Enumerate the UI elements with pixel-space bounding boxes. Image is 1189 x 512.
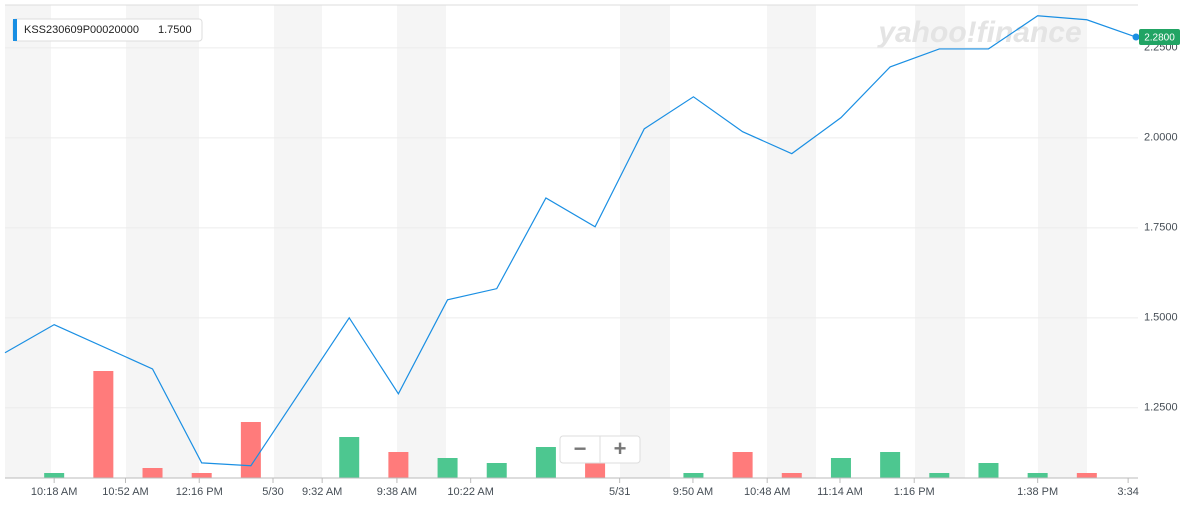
- volume-bar: [929, 473, 950, 478]
- band: [274, 5, 322, 478]
- x-tick-label: 9:38 AM: [377, 486, 417, 498]
- volume-bar: [585, 463, 606, 478]
- x-tick-label: 1:38 PM: [1017, 486, 1058, 498]
- volume-bar: [437, 458, 458, 478]
- x-tick-label: 1:16 PM: [894, 486, 935, 498]
- zoom-controls: − +: [559, 435, 641, 464]
- band: [126, 5, 199, 478]
- volume-bar: [388, 452, 409, 478]
- volume-bar: [191, 473, 212, 478]
- last-price-badge: [1139, 29, 1180, 46]
- legend-swatch: [13, 19, 17, 41]
- volume-bar: [93, 371, 114, 478]
- background-bands: [5, 5, 1087, 478]
- legend: KSS230609P00020000 1.7500: [12, 18, 203, 42]
- band: [620, 5, 670, 478]
- y-tick-label: 2.0000: [1144, 132, 1178, 144]
- volume-bar: [44, 473, 65, 478]
- y-tick-label: 1.7500: [1144, 222, 1178, 234]
- volume-bar: [240, 422, 261, 478]
- volume-bar: [339, 437, 360, 478]
- x-tick-label: 10:52 AM: [102, 486, 148, 498]
- volume-bar: [830, 458, 851, 478]
- legend-label: KSS230609P00020000: [24, 24, 139, 36]
- last-price-label: 2.2800: [1144, 33, 1175, 44]
- volume-bar: [683, 473, 704, 478]
- x-tick-label: 3:34: [1117, 486, 1138, 498]
- zoom-in[interactable]: +: [614, 436, 627, 461]
- band: [915, 5, 965, 478]
- x-tick-label: 10:22 AM: [447, 486, 493, 498]
- last-price-dot: [1132, 33, 1140, 41]
- x-tick-label: 11:14 AM: [817, 486, 863, 498]
- volume-bar: [535, 447, 556, 478]
- band: [397, 5, 446, 478]
- x-tick-label: 12:16 PM: [176, 486, 223, 498]
- price-line: [4, 15, 1137, 467]
- volume-bar: [978, 463, 999, 478]
- zoom-out[interactable]: −: [574, 436, 587, 461]
- volume-bar: [1076, 473, 1097, 478]
- volume-bar: [142, 468, 163, 478]
- y-tick-label: 1.2500: [1144, 402, 1178, 414]
- legend-value: 1.7500: [158, 24, 192, 36]
- band: [767, 5, 816, 478]
- volume-bar: [486, 463, 507, 478]
- x-tick-label: 9:32 AM: [302, 486, 342, 498]
- x-tick-label: 10:48 AM: [744, 486, 790, 498]
- band: [1038, 5, 1087, 478]
- band: [5, 5, 51, 478]
- watermark: yahoo!finance: [876, 16, 1081, 49]
- x-tick-label: 10:18 AM: [31, 486, 77, 498]
- volume-bar: [880, 452, 901, 478]
- x-tick-label: 9:50 AM: [673, 486, 713, 498]
- x-tick-label: 5/30: [262, 486, 283, 498]
- volume-bar: [1027, 473, 1048, 478]
- volume-bar: [781, 473, 802, 478]
- x-tick-label: 5/31: [609, 486, 630, 498]
- volume-bar: [732, 452, 753, 478]
- y-tick-label: 1.5000: [1144, 312, 1178, 324]
